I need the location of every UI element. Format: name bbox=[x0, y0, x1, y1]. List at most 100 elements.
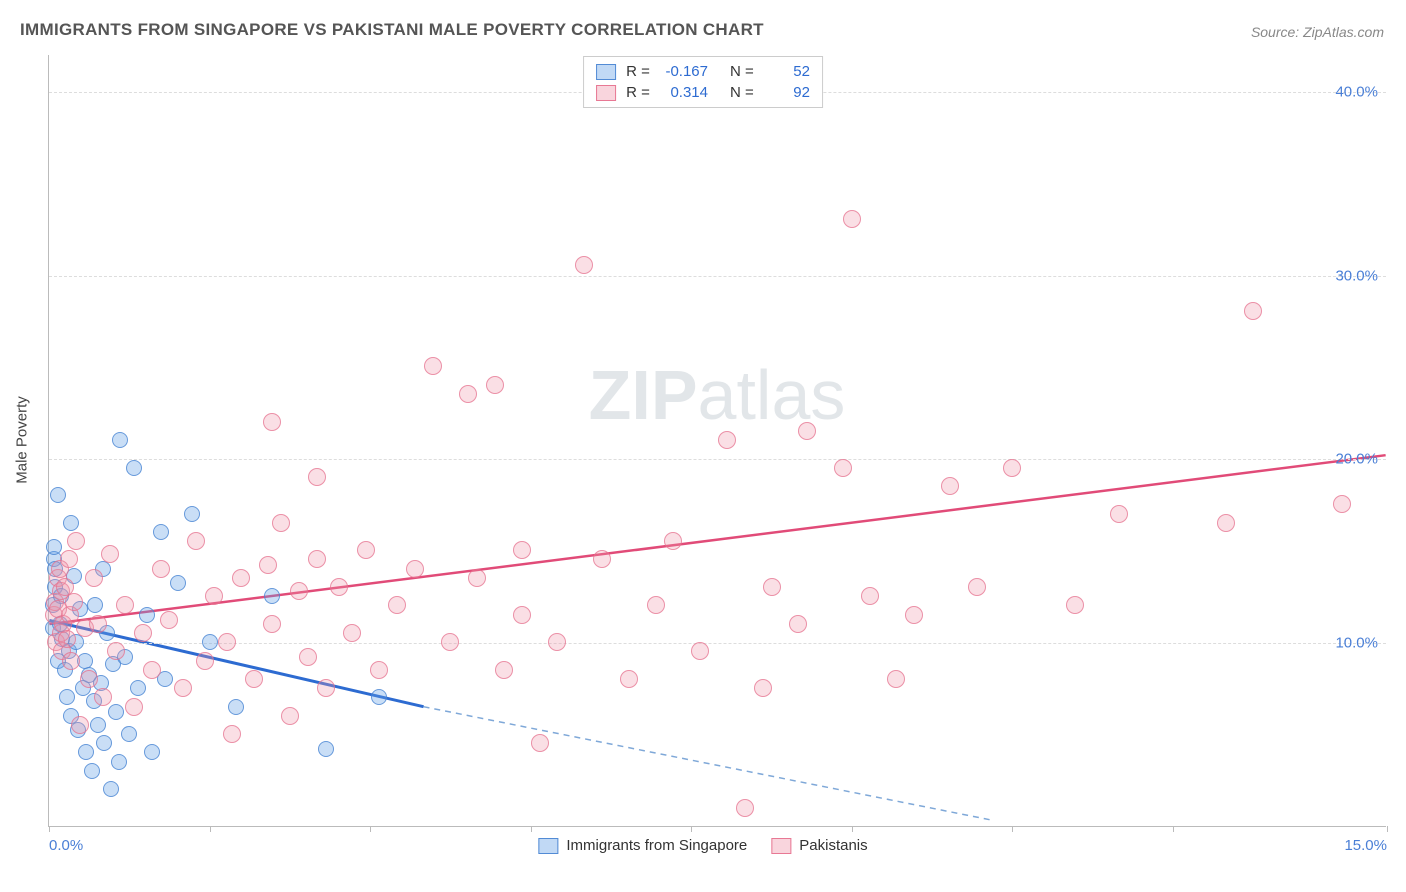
data-point bbox=[108, 704, 124, 720]
data-point bbox=[139, 607, 155, 623]
data-point bbox=[121, 726, 137, 742]
data-point bbox=[50, 487, 66, 503]
data-point bbox=[87, 597, 103, 613]
data-point bbox=[94, 688, 112, 706]
data-point bbox=[887, 670, 905, 688]
data-point bbox=[357, 541, 375, 559]
data-point bbox=[90, 717, 106, 733]
data-point bbox=[736, 799, 754, 817]
data-point bbox=[184, 506, 200, 522]
data-point bbox=[531, 734, 549, 752]
data-point bbox=[58, 630, 76, 648]
data-point bbox=[664, 532, 682, 550]
data-point bbox=[46, 539, 62, 555]
data-point bbox=[718, 431, 736, 449]
y-tick-label: 10.0% bbox=[1335, 635, 1378, 652]
data-point bbox=[1110, 505, 1128, 523]
data-point bbox=[187, 532, 205, 550]
swatch-icon bbox=[596, 85, 616, 101]
data-point bbox=[495, 661, 513, 679]
data-point bbox=[153, 524, 169, 540]
data-point bbox=[290, 582, 308, 600]
data-point bbox=[205, 587, 223, 605]
data-point bbox=[112, 432, 128, 448]
swatch-icon bbox=[771, 838, 791, 854]
data-point bbox=[763, 578, 781, 596]
data-point bbox=[281, 707, 299, 725]
data-point bbox=[308, 468, 326, 486]
data-point bbox=[223, 725, 241, 743]
data-point bbox=[424, 357, 442, 375]
data-point bbox=[308, 550, 326, 568]
data-point bbox=[101, 545, 119, 563]
x-tick bbox=[1012, 826, 1013, 832]
data-point bbox=[152, 560, 170, 578]
data-point bbox=[174, 679, 192, 697]
data-point bbox=[691, 642, 709, 660]
legend-row-pakistanis: R = 0.314 N = 92 bbox=[584, 82, 822, 103]
data-point bbox=[160, 611, 178, 629]
source-attribution: Source: ZipAtlas.com bbox=[1251, 24, 1384, 40]
x-tick bbox=[531, 826, 532, 832]
gridline bbox=[49, 643, 1386, 644]
x-tick bbox=[370, 826, 371, 832]
data-point bbox=[143, 661, 161, 679]
data-point bbox=[343, 624, 361, 642]
data-point bbox=[317, 679, 335, 697]
data-point bbox=[263, 615, 281, 633]
data-point bbox=[1333, 495, 1351, 513]
data-point bbox=[318, 741, 334, 757]
data-point bbox=[218, 633, 236, 651]
data-point bbox=[1066, 596, 1084, 614]
trend-line bbox=[49, 455, 1385, 624]
data-point bbox=[941, 477, 959, 495]
data-point bbox=[513, 541, 531, 559]
data-point bbox=[228, 699, 244, 715]
data-point bbox=[754, 679, 772, 697]
data-point bbox=[1217, 514, 1235, 532]
data-point bbox=[1244, 302, 1262, 320]
x-tick bbox=[852, 826, 853, 832]
data-point bbox=[71, 716, 89, 734]
data-point bbox=[245, 670, 263, 688]
y-tick-label: 40.0% bbox=[1335, 83, 1378, 100]
y-tick-label: 20.0% bbox=[1335, 451, 1378, 468]
data-point bbox=[647, 596, 665, 614]
data-point bbox=[272, 514, 290, 532]
data-point bbox=[441, 633, 459, 651]
legend-item-singapore: Immigrants from Singapore bbox=[538, 837, 747, 854]
gridline bbox=[49, 459, 1386, 460]
swatch-icon bbox=[538, 838, 558, 854]
data-point bbox=[843, 210, 861, 228]
data-point bbox=[78, 744, 94, 760]
data-point bbox=[232, 569, 250, 587]
data-point bbox=[196, 652, 214, 670]
data-point bbox=[388, 596, 406, 614]
data-point bbox=[103, 781, 119, 797]
x-tick-label: 0.0% bbox=[49, 837, 83, 854]
gridline bbox=[49, 276, 1386, 277]
data-point bbox=[116, 596, 134, 614]
x-tick bbox=[210, 826, 211, 832]
data-point bbox=[63, 515, 79, 531]
data-point bbox=[370, 661, 388, 679]
data-point bbox=[371, 689, 387, 705]
data-point bbox=[59, 689, 75, 705]
data-point bbox=[299, 648, 317, 666]
y-axis-label: Male Poverty bbox=[14, 396, 31, 484]
data-point bbox=[60, 550, 78, 568]
data-point bbox=[144, 744, 160, 760]
plot-inner: 10.0%20.0%30.0%40.0%0.0%15.0% bbox=[48, 55, 1386, 827]
data-point bbox=[620, 670, 638, 688]
data-point bbox=[834, 459, 852, 477]
x-tick-label: 15.0% bbox=[1344, 837, 1387, 854]
data-point bbox=[259, 556, 277, 574]
plot-area: ZIPatlas 10.0%20.0%30.0%40.0%0.0%15.0% bbox=[48, 55, 1386, 827]
x-tick bbox=[1387, 826, 1388, 832]
series-legend: Immigrants from Singapore Pakistanis bbox=[538, 837, 867, 854]
x-tick bbox=[1173, 826, 1174, 832]
data-point bbox=[548, 633, 566, 651]
x-tick bbox=[691, 826, 692, 832]
data-point bbox=[134, 624, 152, 642]
data-point bbox=[789, 615, 807, 633]
